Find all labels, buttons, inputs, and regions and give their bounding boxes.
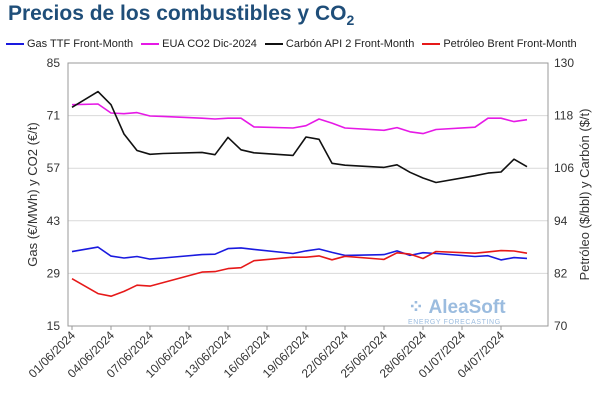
y-right-tick-label: 106: [554, 161, 574, 175]
legend-item-1: EUA CO2 Dic-2024: [141, 38, 257, 50]
logo-tagline: ENERGY FORECASTING: [408, 319, 501, 326]
legend-label: Gas TTF Front-Month: [27, 38, 134, 50]
legend-swatch: [264, 43, 283, 45]
series-line-1: [71, 103, 528, 135]
y-axis-right-ticks: 70 82 94 106 118 130: [554, 56, 574, 333]
legend: Gas TTF Front-Month EUA CO2 Dic-2024 Carbó…: [6, 38, 600, 50]
y-right-tick-label: 94: [554, 214, 568, 228]
legend-label: Carbón API 2 Front-Month: [285, 38, 415, 50]
y-left-tick-label: 43: [47, 214, 61, 228]
y-left-tick-label: 85: [47, 56, 61, 70]
y-axis-left-title: Gas (€/MWh) y CO2 (€/t): [25, 122, 40, 266]
series-line-0: [71, 246, 528, 261]
chart-title: Precios de los combustibles y CO2: [8, 2, 354, 28]
logo-dots-icon: ⁘: [408, 297, 424, 318]
legend-label: EUA CO2 Dic-2024: [162, 38, 257, 50]
legend-item-2: Carbón API 2 Front-Month: [264, 38, 415, 50]
legend-item-3: Petróleo Brent Front-Month: [422, 38, 577, 50]
legend-item-0: Gas TTF Front-Month: [6, 38, 133, 50]
y-right-tick-label: 82: [554, 266, 568, 280]
y-axis-left-ticks: 15 29 43 57 71 85: [47, 56, 61, 333]
y-right-tick-label: 70: [554, 319, 568, 333]
series-line-2: [71, 90, 528, 184]
logo-name: AleaSoft: [428, 297, 506, 318]
x-axis-ticks: 01/06/202404/06/202407/06/202410/06/2024…: [26, 326, 507, 381]
y-axis-right-title: Petróleo ($/bbl) y Carbón ($/t): [577, 109, 592, 281]
y-left-tick-label: 15: [47, 319, 61, 333]
y-right-tick-label: 118: [554, 109, 573, 123]
y-right-tick-label: 130: [554, 56, 574, 70]
chart-title-text: Precios de los combustibles y CO: [8, 2, 347, 25]
chart-title-subscript: 2: [346, 12, 355, 29]
y-left-tick-label: 57: [47, 161, 61, 175]
series-lines: [71, 90, 528, 298]
plot-frame: [67, 62, 549, 327]
legend-label: Petróleo Brent Front-Month: [443, 38, 577, 50]
legend-swatch: [422, 43, 441, 45]
series-line-3: [71, 249, 528, 298]
y-left-tick-label: 71: [47, 109, 61, 123]
legend-swatch: [141, 43, 160, 45]
legend-swatch: [6, 43, 24, 45]
aleasoft-logo: ⁘ AleaSoft ENERGY FORECASTING: [408, 296, 506, 326]
gridlines: [68, 115, 548, 274]
y-left-tick-label: 29: [47, 266, 61, 280]
